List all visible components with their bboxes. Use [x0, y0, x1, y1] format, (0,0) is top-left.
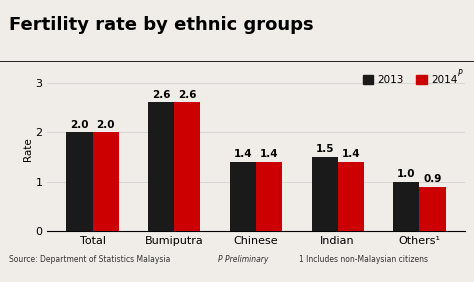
Text: 1.4: 1.4 [234, 149, 252, 159]
Bar [148, 102, 174, 231]
Text: 2.6: 2.6 [178, 90, 197, 100]
Text: 1.5: 1.5 [315, 144, 334, 155]
Text: 2.6: 2.6 [152, 90, 171, 100]
Bar [419, 187, 446, 231]
Bar [66, 132, 92, 231]
Text: Source: Department of Statistics Malaysia: Source: Department of Statistics Malaysi… [9, 255, 171, 264]
Bar [230, 162, 256, 231]
Text: Fertility rate by ethnic groups: Fertility rate by ethnic groups [9, 16, 314, 34]
Bar [256, 162, 282, 231]
Text: 1.4: 1.4 [260, 149, 278, 159]
Text: 2.0: 2.0 [70, 120, 89, 130]
Bar [92, 132, 118, 231]
Text: P: P [457, 69, 462, 78]
Bar [311, 157, 337, 231]
Bar [337, 162, 364, 231]
Text: P Preliminary: P Preliminary [218, 255, 268, 264]
Text: 1 Includes non-Malaysian citizens: 1 Includes non-Malaysian citizens [299, 255, 428, 264]
Legend: 2013, 2014: 2013, 2014 [361, 73, 459, 87]
Bar [174, 102, 201, 231]
Text: 1.4: 1.4 [341, 149, 360, 159]
Text: 0.9: 0.9 [423, 174, 442, 184]
Text: 1.0: 1.0 [397, 169, 416, 179]
Text: 2.0: 2.0 [96, 120, 115, 130]
Y-axis label: Rate: Rate [23, 138, 33, 161]
Bar [393, 182, 419, 231]
